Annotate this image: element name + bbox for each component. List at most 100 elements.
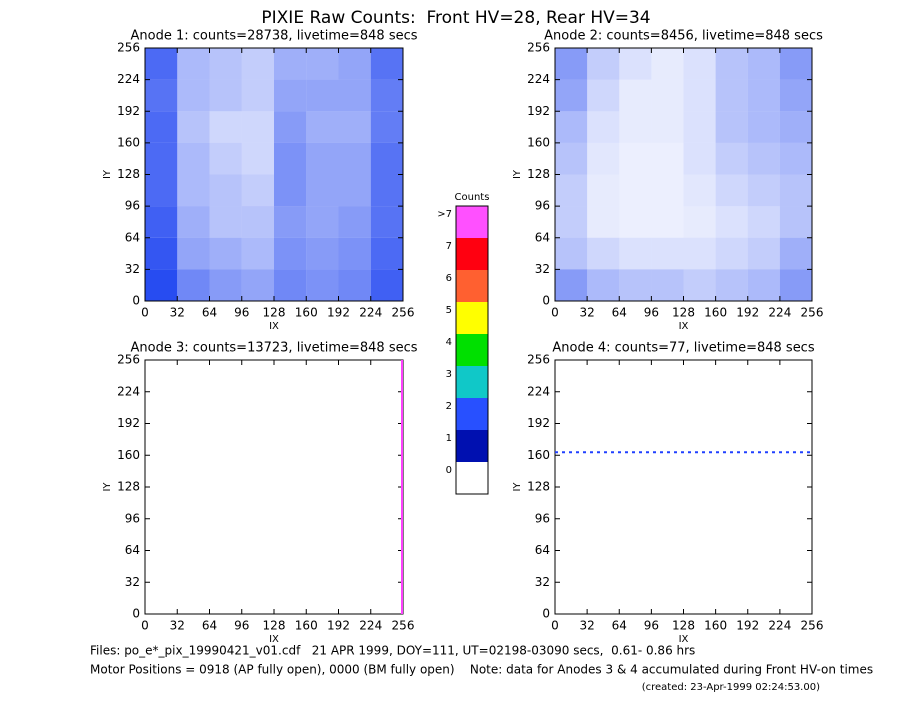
heat-cell (651, 174, 684, 207)
heat-cell (145, 237, 178, 270)
footer-line: (created: 23-Apr-1999 02:24:53.00) (642, 682, 820, 693)
y-tick-label: 96 (125, 511, 140, 525)
colorbar-label: 5 (446, 305, 452, 316)
x-tick-label: 64 (612, 619, 627, 633)
heat-cell (747, 237, 780, 270)
heat-cell (145, 111, 178, 143)
x-tick-label: 192 (736, 619, 759, 633)
heat-cell (555, 111, 588, 143)
y-tick-label: 192 (117, 416, 140, 430)
heat-cell (619, 79, 652, 112)
x-tick-label: 256 (392, 306, 415, 320)
y-tick-label: 32 (125, 262, 140, 276)
colorbar-swatch (456, 270, 488, 302)
x-tick-label: 128 (263, 306, 286, 320)
colorbar-swatch (456, 462, 488, 494)
x-tick-label: 192 (736, 306, 759, 320)
heat-cell (274, 174, 307, 207)
y-tick-label: 160 (527, 135, 550, 149)
colorbar-label: 3 (446, 369, 452, 380)
x-tick-label: 96 (644, 619, 659, 633)
heat-cell (145, 269, 178, 301)
heat-cell (715, 142, 748, 175)
heat-cell (338, 237, 371, 270)
heat-cell (370, 237, 403, 270)
heat-cell (683, 237, 716, 270)
heat-cell (274, 79, 307, 112)
heat-cell (370, 174, 403, 207)
heat-cell (619, 111, 652, 143)
heat-cell (274, 206, 307, 238)
y-axis-label: IY (512, 169, 523, 179)
heat-cell (651, 269, 684, 301)
x-tick-label: 160 (704, 306, 727, 320)
y-tick-label: 192 (117, 104, 140, 118)
x-tick-label: 128 (672, 619, 695, 633)
x-axis-label: IX (269, 321, 279, 332)
x-tick-label: 0 (141, 306, 149, 320)
heat-cell (241, 48, 274, 80)
y-tick-label: 32 (535, 262, 550, 276)
heat-cell (177, 48, 210, 80)
x-tick-label: 0 (551, 619, 559, 633)
heat-cell (587, 142, 620, 175)
x-tick-label: 160 (704, 619, 727, 633)
x-tick-label: 64 (202, 619, 217, 633)
heat-cell (177, 142, 210, 175)
x-tick-label: 32 (170, 306, 185, 320)
heat-cell (747, 142, 780, 175)
x-tick-label: 0 (141, 619, 149, 633)
y-tick-label: 224 (527, 72, 550, 86)
y-axis-label: IY (512, 482, 523, 492)
heat-cell (338, 111, 371, 143)
heat-cell (209, 174, 242, 207)
colorbar-label: 0 (446, 465, 452, 476)
heat-cell (370, 111, 403, 143)
x-tick-label: 96 (644, 306, 659, 320)
heat-cell (177, 206, 210, 238)
heat-cell (779, 48, 812, 80)
colorbar-swatch (456, 302, 488, 334)
y-tick-label: 192 (527, 104, 550, 118)
colorbar-label: 1 (446, 433, 452, 444)
heat-cell (177, 269, 210, 301)
y-tick-label: 192 (527, 416, 550, 430)
heat-cell (370, 206, 403, 238)
heat-cell (779, 206, 812, 238)
panel-title: Anode 1: counts=28738, livetime=848 secs (130, 29, 417, 44)
heat-cell (619, 142, 652, 175)
colorbar-swatch (456, 206, 488, 238)
heat-cell (274, 142, 307, 175)
heat-cell (779, 237, 812, 270)
heat-cell (209, 206, 242, 238)
heat-cell (747, 174, 780, 207)
colorbar-label: 7 (446, 241, 452, 252)
y-tick-label: 160 (527, 448, 550, 462)
x-tick-label: 160 (295, 619, 318, 633)
heat-cell (306, 79, 339, 112)
x-axis-label: IX (679, 634, 689, 645)
heat-cell (587, 111, 620, 143)
heat-cell (715, 174, 748, 207)
heat-cell (619, 174, 652, 207)
x-axis-label: IX (269, 634, 279, 645)
heat-cell (779, 269, 812, 301)
heat-cell (177, 111, 210, 143)
y-tick-label: 64 (535, 230, 550, 244)
y-tick-label: 96 (535, 199, 550, 213)
heat-cell (555, 269, 588, 301)
y-tick-label: 224 (117, 72, 140, 86)
heat-cell (715, 237, 748, 270)
heat-cell (338, 174, 371, 207)
y-tick-label: 0 (542, 294, 550, 308)
heat-cell (555, 79, 588, 112)
heat-cell (274, 269, 307, 301)
heat-cell (747, 79, 780, 112)
heat-cell (306, 111, 339, 143)
y-tick-label: 128 (527, 167, 550, 181)
heat-cell (779, 174, 812, 207)
heat-cell (306, 142, 339, 175)
heat-cell (555, 48, 588, 80)
heat-cell (683, 48, 716, 80)
heat-cell (209, 237, 242, 270)
